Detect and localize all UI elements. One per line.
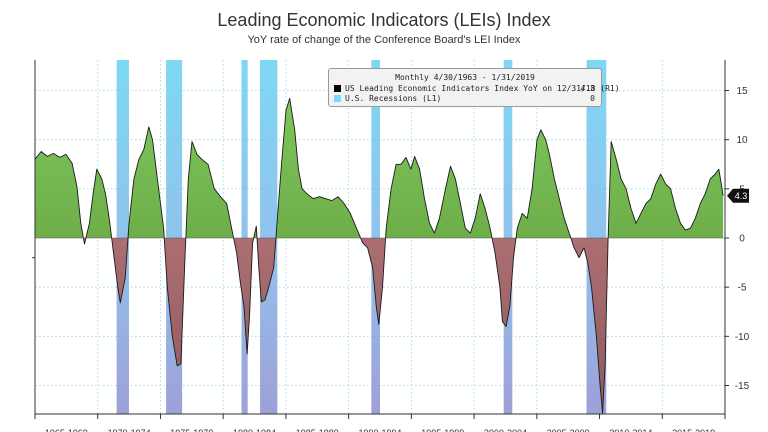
y-tick-label: -10 xyxy=(735,332,750,343)
y-tick-label: -5 xyxy=(738,283,747,294)
recession-swatch xyxy=(334,95,341,102)
legend-item-lei: US Leading Economic Indicators Index YoY… xyxy=(334,84,620,95)
legend-value-lei: 4.3 xyxy=(580,84,595,93)
y-tick-label: -15 xyxy=(735,381,750,392)
x-tick-label: 1990-1994 xyxy=(358,428,401,432)
legend-item-recessions: U.S. Recessions (L1) 0 xyxy=(334,94,595,105)
negative-area xyxy=(35,238,724,413)
recession-band xyxy=(241,60,248,414)
legend-box: Monthly 4/30/1963 - 1/31/2019 US Leading… xyxy=(328,68,620,107)
x-tick-label: 1975-1979 xyxy=(170,428,213,432)
chart-title: Leading Economic Indicators (LEIs) Index xyxy=(217,10,551,30)
y-tick-label: 0 xyxy=(739,234,745,245)
x-tick-label: 2010-2014 xyxy=(609,428,652,432)
lei-swatch xyxy=(334,85,341,92)
last-value-marker xyxy=(727,188,749,203)
axes xyxy=(32,60,729,419)
last-value-label: 4.3 xyxy=(735,191,748,201)
legend-value-recessions: 0 xyxy=(590,94,595,103)
recession-band xyxy=(116,60,129,414)
positive-area xyxy=(35,98,724,238)
recession-band xyxy=(503,60,513,414)
axis-labels: -15-10-50510151965-19691970-19741975-197… xyxy=(45,86,750,432)
x-tick-label: 1985-1989 xyxy=(296,428,339,432)
recession-band xyxy=(260,60,278,414)
x-tick-label: 2015-2019 xyxy=(672,428,715,432)
recession-bands xyxy=(116,60,607,414)
chart-subtitle: YoY rate of change of the Conference Boa… xyxy=(247,34,521,46)
x-tick-label: 1965-1969 xyxy=(45,428,88,432)
x-tick-label: 1980-1984 xyxy=(233,428,276,432)
x-tick-label: 2005-2009 xyxy=(547,428,590,432)
x-tick-label: 1995-1999 xyxy=(421,428,464,432)
x-tick-label: 1970-1974 xyxy=(108,428,151,432)
x-tick-label: 2000-2004 xyxy=(484,428,527,432)
legend-period: Monthly 4/30/1963 - 1/31/2019 xyxy=(395,73,535,82)
legend-label-recessions: U.S. Recessions (L1) xyxy=(345,94,442,103)
lei-area xyxy=(34,97,725,414)
y-tick-label: 15 xyxy=(736,86,748,97)
y-tick-label: 10 xyxy=(736,135,748,146)
legend-label-lei: US Leading Economic Indicators Index YoY… xyxy=(345,84,620,93)
recession-band xyxy=(371,60,380,414)
